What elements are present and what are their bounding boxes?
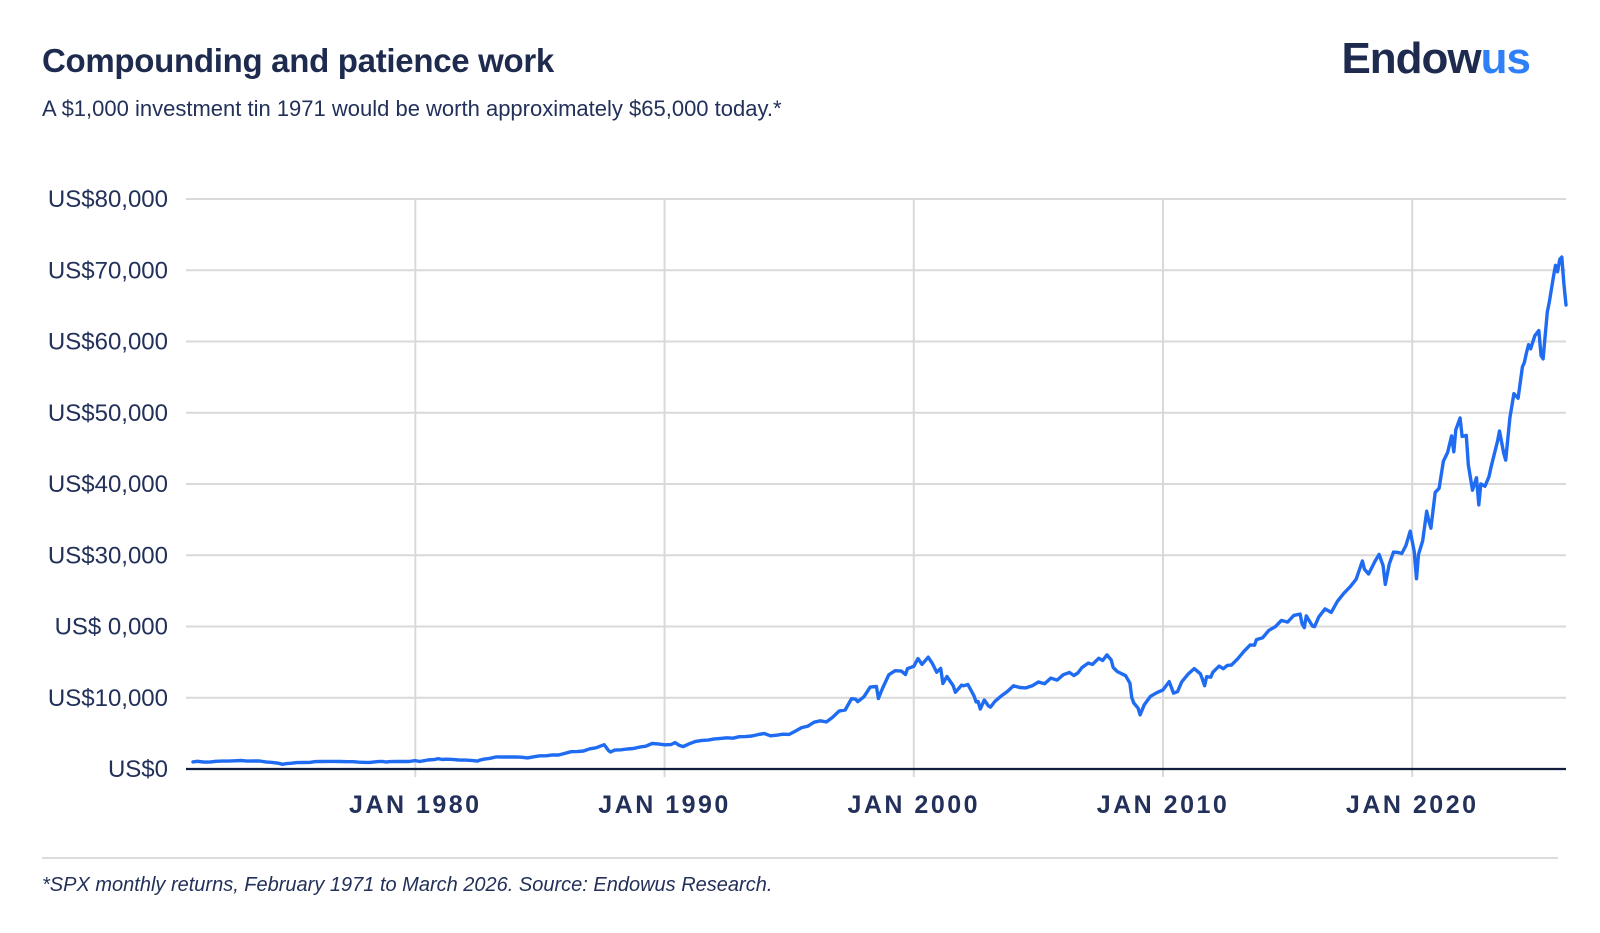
logo-text-accent: us [1480,34,1531,83]
footnote-divider [42,857,1558,859]
investment-value-line [191,255,1568,766]
y-tick-label: US$70,000 [48,257,168,284]
y-tick-label: US$ 0,000 [55,614,168,641]
logo-text-primary: Endow [1341,34,1481,83]
y-tick-label: US$50,000 [48,400,168,427]
y-tick-label: US$0 [108,756,168,783]
y-tick-label: US$10,000 [48,685,168,712]
footnote-text: *SPX monthly returns, February 1971 to M… [42,874,773,896]
y-tick-label: US$60,000 [48,329,168,356]
page-subtitle: A $1,000 investment tin 1971 would be wo… [42,96,782,121]
x-tick-label: JAN 1990 [598,791,731,819]
y-tick-label: US$30,000 [48,542,168,569]
page-title: Compounding and patience work [42,42,554,79]
endowus-logo: Endowus [1341,34,1531,84]
x-tick-label: JAN 1980 [349,791,482,819]
x-tick-label: JAN 2020 [1346,791,1479,819]
y-tick-label: US$40,000 [48,471,168,498]
x-tick-label: JAN 2000 [847,791,980,819]
x-tick-label: JAN 2010 [1097,791,1230,819]
y-tick-label: US$80,000 [48,186,168,213]
